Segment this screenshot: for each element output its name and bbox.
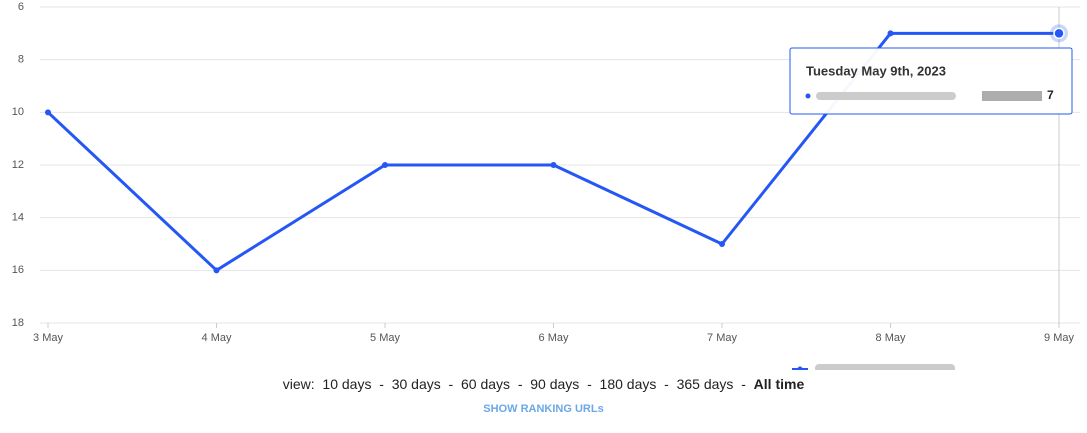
tooltip-box <box>789 47 1073 115</box>
show-ranking-urls[interactable]: SHOW RANKING URLs <box>483 403 604 415</box>
separator: - <box>741 376 746 392</box>
separator: - <box>664 376 669 392</box>
y-tick-label: 6 <box>18 1 24 13</box>
view-option[interactable]: 365 days <box>676 376 734 392</box>
point <box>213 267 220 274</box>
separator: - <box>517 376 523 392</box>
tooltip-value: 7 <box>1047 88 1054 102</box>
x-tick-label: 4 May <box>202 332 232 344</box>
redacted <box>815 364 955 373</box>
point <box>550 162 557 168</box>
separator: - <box>448 376 454 392</box>
tooltip-marker <box>805 93 811 99</box>
view-selector: view: 10 days - 30 days - 60 days - 90 d… <box>0 376 1087 392</box>
y-tick-label: 18 <box>12 317 24 329</box>
y-tick-label: 10 <box>12 106 24 118</box>
view-option[interactable]: 90 days <box>530 376 580 392</box>
y-tick-label: 16 <box>12 264 24 276</box>
x-tick-label: 9 May <box>1044 332 1074 344</box>
y-tick-label: 8 <box>18 54 24 66</box>
redacted <box>982 91 1042 101</box>
y-tick-label: 14 <box>12 212 24 224</box>
separator: - <box>379 376 384 392</box>
separator: - <box>587 376 592 392</box>
point <box>1053 27 1065 40</box>
view-label: view: <box>282 376 315 392</box>
redacted <box>816 92 956 100</box>
x-tick-label: 7 May <box>707 332 737 344</box>
chart: 6 8 10 12 14 16 18 3 May 4 May 5 May 6 May 7 May 8 M… <box>12 1 1080 373</box>
legend-dot <box>797 366 803 372</box>
view-option[interactable]: 30 days <box>391 376 441 392</box>
tooltip-title: Tuesday May 9th, 2023 <box>806 63 946 78</box>
x-tick-label: 3 May <box>33 332 63 344</box>
view-option[interactable]: 180 days <box>599 376 657 392</box>
y-tick-label: 12 <box>12 159 24 171</box>
point <box>887 30 894 37</box>
x-tick-label: 5 May <box>370 332 400 344</box>
view-option[interactable]: 10 days <box>322 376 372 392</box>
point <box>719 241 725 247</box>
view-option[interactable]: 60 days <box>460 376 511 392</box>
point <box>45 109 51 116</box>
point <box>382 162 388 168</box>
view-option[interactable]: All time <box>753 376 805 392</box>
x-tick-label: 6 May <box>539 332 569 344</box>
x-tick-label: 8 May <box>876 332 906 344</box>
